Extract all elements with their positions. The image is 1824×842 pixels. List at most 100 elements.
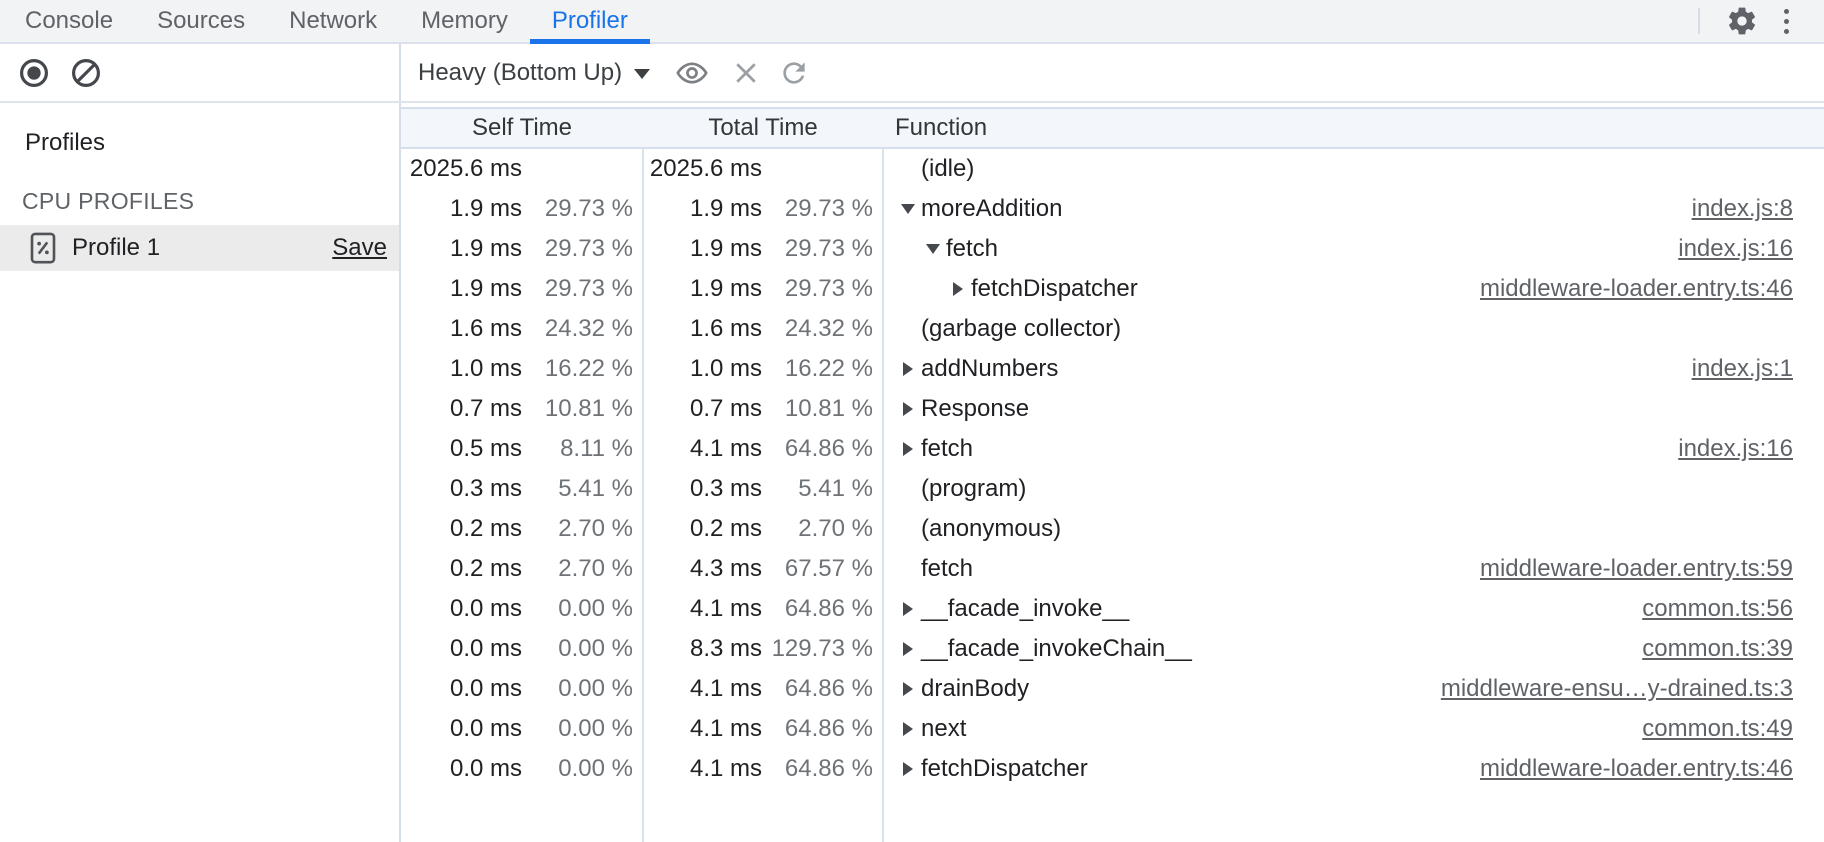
total-time-percent: 64.86 % [784,755,873,782]
total-time-cell: 0.3 ms 5.41 % [643,475,883,503]
column-divider[interactable] [882,107,884,842]
function-cell: fetch index.js:16 [883,235,1824,263]
table-row[interactable]: 2025.6 ms 2025.6 ms (idle) [401,149,1824,189]
column-header-function[interactable]: Function [895,114,988,141]
source-link[interactable]: common.ts:56 [1642,595,1793,622]
disclosure-triangle-icon[interactable] [895,762,921,776]
table-row[interactable]: 1.9 ms 29.73 % 1.9 ms 29.73 % fetchDispatche… [401,269,1824,309]
disclosure-triangle-icon[interactable] [895,402,921,416]
total-time-percent: 5.41 % [798,475,873,502]
function-cell: __facade_invoke__ common.ts:56 [883,595,1824,623]
total-time-percent: 2.70 % [798,515,873,542]
source-link[interactable]: common.ts:49 [1642,715,1793,742]
self-time-cell: 1.9 ms 29.73 % [401,275,643,303]
total-time-cell: 0.2 ms 2.70 % [643,515,883,543]
total-time-ms: 2025.6 ms [649,155,762,182]
self-time-percent: 8.11 % [560,435,633,462]
total-time-ms: 8.3 ms [689,635,762,662]
triangle-right-icon [903,402,913,416]
table-row[interactable]: 0.5 ms 8.11 % 4.1 ms 64.86 % fetch index.js:1… [401,429,1824,469]
total-time-cell: 4.1 ms 64.86 % [643,755,883,783]
settings-button[interactable] [1720,1,1764,41]
total-time-ms: 4.1 ms [689,435,762,462]
disclosure-triangle-icon[interactable] [895,602,921,616]
table-row[interactable]: 0.0 ms 0.00 % 4.1 ms 64.86 % drainBody middle… [401,669,1824,709]
tab-profiler[interactable]: Profiler [529,0,650,44]
table-row[interactable]: 0.7 ms 10.81 % 0.7 ms 10.81 % Response [401,389,1824,429]
source-link[interactable]: index.js:8 [1691,195,1793,222]
total-time-ms: 1.9 ms [689,275,762,302]
table-row[interactable]: 1.9 ms 29.73 % 1.9 ms 29.73 % fetch index.js:… [401,229,1824,269]
function-name: fetch [946,235,999,262]
clear-profiles-button[interactable] [69,53,103,93]
self-time-cell: 1.6 ms 24.32 % [401,315,643,343]
record-icon [18,57,50,89]
disclosure-triangle-icon[interactable] [895,642,921,656]
self-time-percent: 2.70 % [558,555,633,582]
eye-icon [675,56,709,90]
disclosure-triangle-icon[interactable] [895,682,921,696]
function-name: moreAddition [921,195,1063,222]
profile-view-select[interactable]: Heavy (Bottom Up) [418,58,651,87]
source-link[interactable]: index.js:16 [1678,235,1793,262]
table-row[interactable]: 0.0 ms 0.00 % 4.1 ms 64.86 % __facade_invoke… [401,589,1824,629]
source-link[interactable]: middleware-ensu…y-drained.ts:3 [1440,675,1793,702]
sidebar-item-profile-1[interactable]: Profile 1 Save [0,225,399,271]
source-link[interactable]: middleware-loader.entry.ts:46 [1479,755,1793,782]
total-time-percent: 64.86 % [784,715,873,742]
table-row[interactable]: 1.6 ms 24.32 % 1.6 ms 24.32 % (garbage colle… [401,309,1824,349]
function-cell: (garbage collector) [883,315,1824,343]
column-divider[interactable] [642,107,644,842]
table-row[interactable]: 0.2 ms 2.70 % 4.3 ms 67.57 % fetch middleware… [401,549,1824,589]
self-time-cell: 2025.6 ms [401,155,643,183]
function-cell: fetch middleware-loader.entry.ts:59 [883,555,1824,583]
self-time-ms: 0.3 ms [449,475,522,502]
self-time-cell: 0.2 ms 2.70 % [401,515,643,543]
column-header-self-time[interactable]: Self Time [471,114,573,141]
table-row[interactable]: 0.2 ms 2.70 % 0.2 ms 2.70 % (anonymous) [401,509,1824,549]
disclosure-triangle-icon[interactable] [945,282,971,296]
source-link[interactable]: common.ts:39 [1642,635,1793,662]
self-time-ms: 0.2 ms [449,555,522,582]
disclosure-triangle-icon[interactable] [920,244,946,254]
table-row[interactable]: 1.9 ms 29.73 % 1.9 ms 29.73 % moreAddition in… [401,189,1824,229]
function-name: fetchDispatcher [921,755,1088,782]
self-time-cell: 1.9 ms 29.73 % [401,235,643,263]
focus-function-button[interactable] [672,53,712,93]
table-row[interactable]: 0.3 ms 5.41 % 0.3 ms 5.41 % (program) [401,469,1824,509]
total-time-ms: 4.1 ms [689,715,762,742]
table-row[interactable]: 0.0 ms 0.00 % 4.1 ms 64.86 % next common.ts:4… [401,709,1824,749]
table-row[interactable]: 1.0 ms 16.22 % 1.0 ms 16.22 % addNumbers inde… [401,349,1824,389]
total-time-cell: 2025.6 ms [643,155,883,183]
table-row[interactable]: 0.0 ms 0.00 % 8.3 ms 129.73 % __facade_invok… [401,629,1824,669]
self-time-ms: 0.0 ms [449,755,522,782]
self-time-ms: 0.2 ms [449,515,522,542]
disclosure-triangle-icon[interactable] [895,442,921,456]
tab-sources[interactable]: Sources [157,7,246,34]
restore-all-functions-button[interactable] [774,53,814,93]
self-time-percent: 5.41 % [558,475,633,502]
self-time-cell: 0.2 ms 2.70 % [401,555,643,583]
source-link[interactable]: index.js:16 [1678,435,1793,462]
function-cell: next common.ts:49 [883,715,1824,743]
exclude-function-button[interactable] [726,53,766,93]
tab-console[interactable]: Console [25,7,114,34]
tab-memory[interactable]: Memory [421,7,508,34]
more-options-button[interactable] [1764,1,1808,41]
total-time-cell: 1.9 ms 29.73 % [643,195,883,223]
self-time-cell: 0.0 ms 0.00 % [401,715,643,743]
disclosure-triangle-icon[interactable] [895,722,921,736]
disclosure-triangle-icon[interactable] [895,204,921,214]
save-profile-link[interactable]: Save [332,234,387,261]
profile-view-select-label: Heavy (Bottom Up) [418,58,623,86]
source-link[interactable]: index.js:1 [1691,355,1793,382]
column-header-total-time[interactable]: Total Time [708,114,818,141]
record-button[interactable] [17,53,51,93]
disclosure-triangle-icon[interactable] [895,362,921,376]
source-link[interactable]: middleware-loader.entry.ts:59 [1479,555,1793,582]
source-link[interactable]: middleware-loader.entry.ts:46 [1479,275,1793,302]
function-name: fetchDispatcher [971,275,1138,302]
tab-network[interactable]: Network [289,7,378,34]
self-time-cell: 0.7 ms 10.81 % [401,395,643,423]
table-row[interactable]: 0.0 ms 0.00 % 4.1 ms 64.86 % fetchDispatcher… [401,749,1824,789]
